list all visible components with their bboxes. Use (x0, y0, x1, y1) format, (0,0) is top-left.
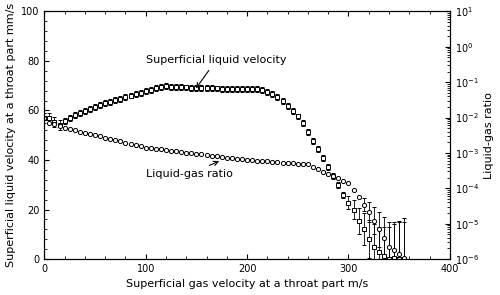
Y-axis label: Superficial liquid velocity at a throat part mm/s: Superficial liquid velocity at a throat … (6, 3, 16, 267)
Text: Liquid-gas ratio: Liquid-gas ratio (146, 161, 233, 179)
Text: Superficial liquid velocity: Superficial liquid velocity (146, 55, 286, 87)
Y-axis label: Liquid-gas ratio: Liquid-gas ratio (484, 92, 494, 179)
X-axis label: Superficial gas velocity at a throat part m/s: Superficial gas velocity at a throat par… (126, 279, 368, 289)
